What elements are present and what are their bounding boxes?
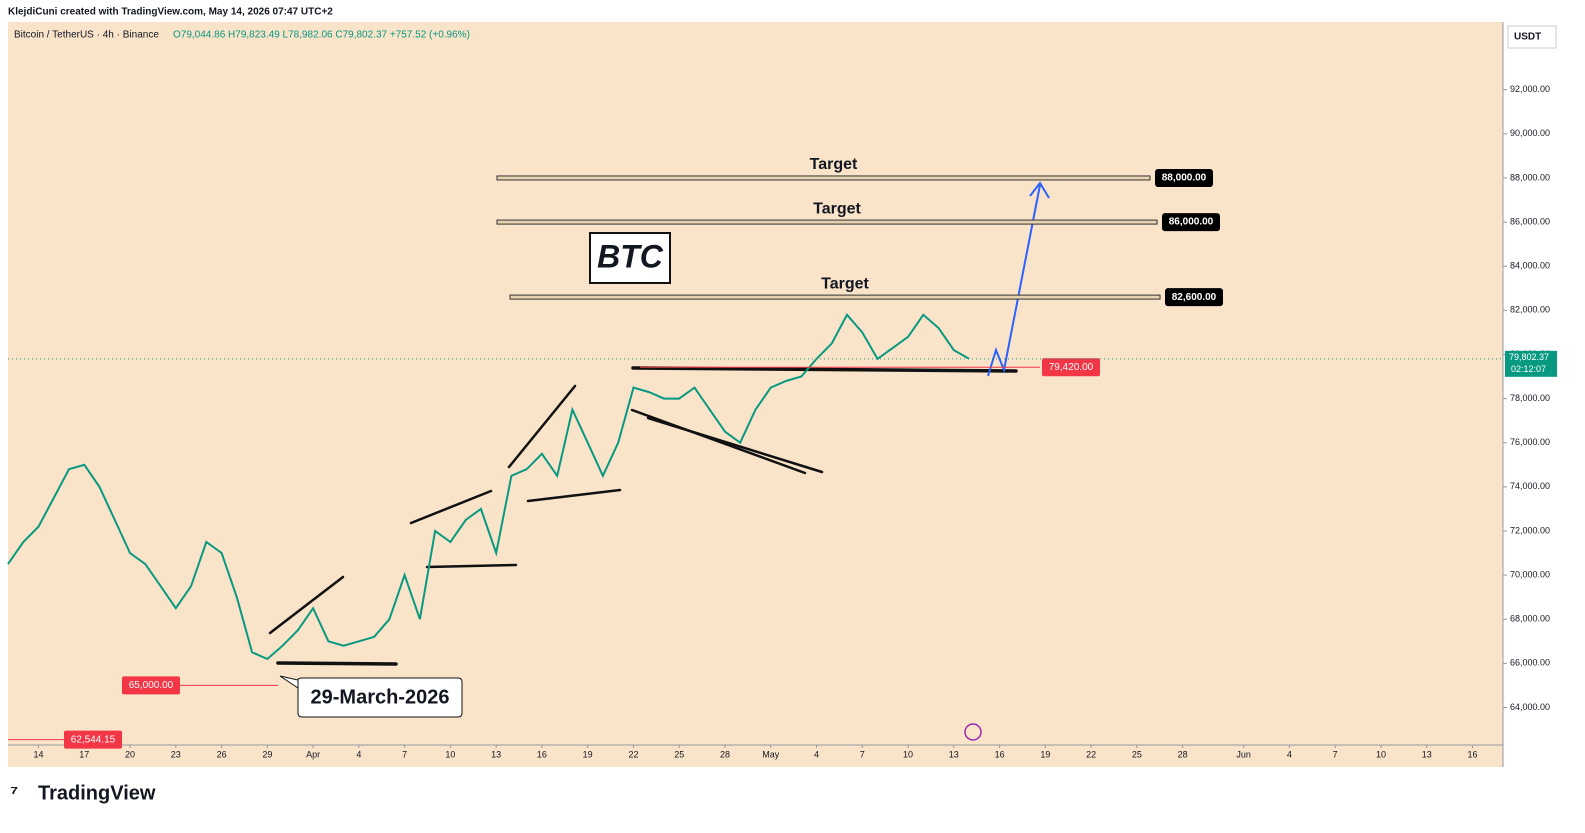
- last-price-box: [1505, 350, 1557, 377]
- y-tick-label: 86,000.00: [1510, 216, 1550, 226]
- arrow-head: [1029, 181, 1050, 199]
- x-tick-label: 7: [860, 749, 865, 759]
- target-name: Target: [810, 156, 858, 173]
- x-tick-label: 19: [1040, 749, 1050, 759]
- symbol-box-text: BTC: [597, 238, 664, 274]
- x-tick-label: 23: [171, 749, 181, 759]
- target-label: 82,600.00: [1172, 292, 1217, 303]
- x-tick-label: 4: [1287, 749, 1292, 759]
- countdown: 02:12:07: [1511, 364, 1546, 374]
- currency[interactable]: USDT: [1514, 32, 1541, 43]
- price-label-box: [122, 676, 180, 695]
- x-tick-label: 25: [674, 749, 684, 759]
- y-tick-label: 78,000.00: [1510, 393, 1550, 403]
- support-line: [425, 563, 518, 569]
- target-zone: [496, 175, 1151, 181]
- x-tick-label: 14: [34, 749, 44, 759]
- y-tick-label: 64,000.00: [1510, 702, 1550, 712]
- x-tick-label: 20: [125, 749, 135, 759]
- x-tick-label: 29: [262, 749, 272, 759]
- x-tick-label: Apr: [306, 749, 320, 759]
- date-callout: [279, 675, 463, 718]
- x-tick-label: 7: [1333, 749, 1338, 759]
- x-tick-label: 10: [903, 749, 913, 759]
- price-label: 79,420.00: [1049, 362, 1094, 373]
- symbol-name: Bitcoin / TetherUS · 4h · Binance: [14, 30, 159, 41]
- y-tick-label: 68,000.00: [1510, 614, 1550, 624]
- projection-arrow: [987, 184, 1041, 377]
- x-tick-label: 26: [217, 749, 227, 759]
- footer-logo: TradingView: [38, 782, 156, 804]
- x-tick-label: 4: [356, 749, 361, 759]
- y-tick-label: 74,000.00: [1510, 481, 1550, 491]
- target-zone: [509, 294, 1161, 300]
- event-icon[interactable]: [964, 723, 982, 741]
- x-tick-label: 13: [1422, 749, 1432, 759]
- target-label-box: [1165, 288, 1223, 307]
- x-tick-label: 4: [814, 749, 819, 759]
- x-tick-label: 10: [1376, 749, 1386, 759]
- x-tick-label: 13: [949, 749, 959, 759]
- target-label-box: [1162, 213, 1220, 232]
- x-tick-label: 10: [445, 749, 455, 759]
- x-tick-label: 25: [1132, 749, 1142, 759]
- y-tick-label: 92,000.00: [1510, 84, 1550, 94]
- price-label: 65,000.00: [129, 680, 174, 691]
- y-tick-label: 76,000.00: [1510, 437, 1550, 447]
- target-label-box: [1155, 168, 1213, 187]
- logo-mark: ⁷: [10, 782, 18, 804]
- author-line: KlejdiCuni created with TradingView.com,…: [8, 7, 333, 18]
- x-tick-label: 19: [583, 749, 593, 759]
- trend-line: [630, 408, 807, 475]
- target-label: 88,000.00: [1162, 173, 1207, 184]
- target-label: 86,000.00: [1169, 217, 1214, 228]
- x-tick-label: 17: [79, 749, 89, 759]
- target-name: Target: [821, 275, 869, 292]
- price-label-box: [64, 730, 122, 749]
- trend-line: [507, 384, 577, 469]
- x-tick-label: 13: [491, 749, 501, 759]
- x-tick-label: May: [762, 749, 780, 759]
- symbol-box: [589, 232, 671, 284]
- resistance-line: [631, 366, 1018, 373]
- date-callout-text: 29-March-2026: [311, 686, 450, 708]
- x-tick-label: 22: [1086, 749, 1096, 759]
- y-tick-label: 84,000.00: [1510, 261, 1550, 271]
- support-line: [276, 661, 398, 666]
- y-tick-label: 88,000.00: [1510, 172, 1550, 182]
- x-tick-label: 16: [537, 749, 547, 759]
- x-tick-label: 16: [995, 749, 1005, 759]
- last-price-label: 79,802.37: [1509, 352, 1549, 362]
- trend-line: [409, 489, 493, 525]
- target-zone: [496, 219, 1158, 225]
- trend-line: [646, 416, 824, 474]
- y-tick-label: 70,000.00: [1510, 569, 1550, 579]
- x-tick-label: Jun: [1236, 749, 1251, 759]
- trend-line: [268, 575, 345, 635]
- y-tick-label: 82,000.00: [1510, 305, 1550, 315]
- price-label: 62,544.15: [71, 734, 116, 745]
- chart-pane: [8, 22, 1503, 767]
- x-tick-label: 22: [628, 749, 638, 759]
- y-tick-label: 90,000.00: [1510, 128, 1550, 138]
- y-tick-label: 72,000.00: [1510, 525, 1550, 535]
- y-tick-label: 66,000.00: [1510, 658, 1550, 668]
- currency-box[interactable]: [1507, 25, 1557, 49]
- target-name: Target: [813, 200, 861, 217]
- x-tick-label: 28: [720, 749, 730, 759]
- x-tick-label: 7: [402, 749, 407, 759]
- price-label-box: [1042, 358, 1100, 377]
- x-tick-label: 16: [1467, 749, 1477, 759]
- ohlc-values: O79,044.86 H79,823.49 L78,982.06 C79,802…: [173, 30, 470, 41]
- x-tick-label: 28: [1178, 749, 1188, 759]
- support-line: [526, 488, 622, 503]
